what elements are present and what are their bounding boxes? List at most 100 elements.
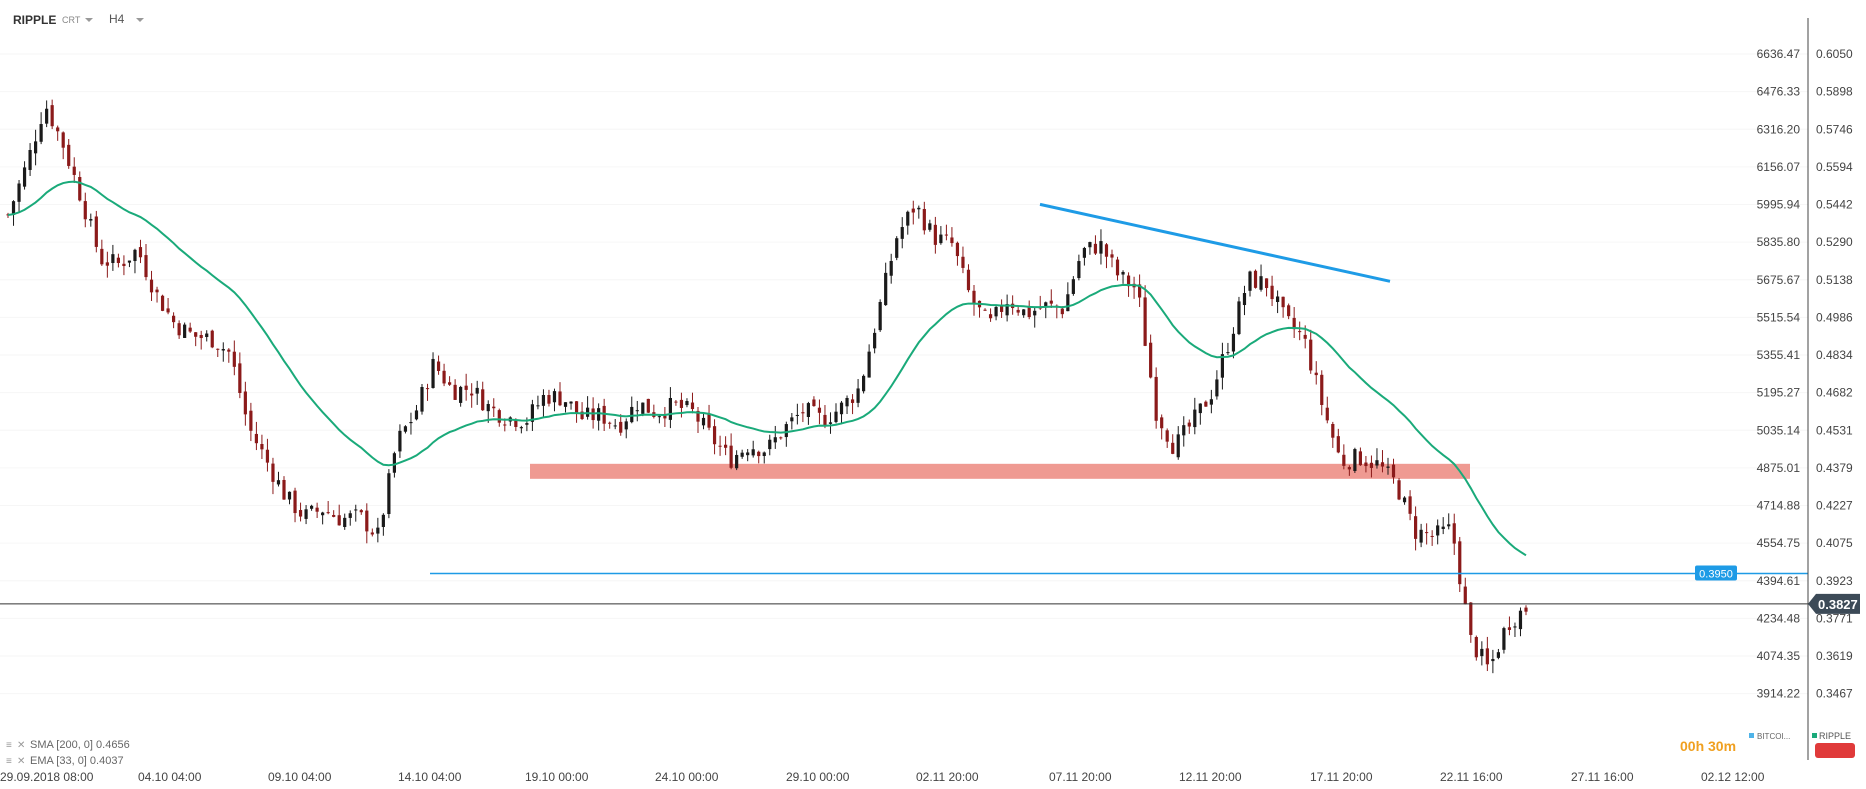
candle-body xyxy=(1209,399,1213,405)
candle-body xyxy=(801,412,805,414)
candle-body xyxy=(939,234,943,244)
candle-body xyxy=(558,391,562,406)
candle-body xyxy=(1066,294,1070,312)
candle-body xyxy=(436,361,441,371)
candle-body xyxy=(216,348,220,350)
support-zone[interactable] xyxy=(530,463,1470,479)
candle-body xyxy=(387,473,391,515)
candle-body xyxy=(994,307,998,317)
candle-body xyxy=(1193,409,1197,428)
settings-icon[interactable]: ≡ xyxy=(6,756,12,767)
candle-body xyxy=(1458,541,1462,585)
candle-body xyxy=(503,424,507,426)
y-tick-label: 5355.41 xyxy=(1757,348,1801,362)
candle-body xyxy=(707,414,711,428)
candle-body xyxy=(541,394,546,406)
candle-body xyxy=(746,452,750,456)
candle-body xyxy=(414,410,419,420)
x-tick-label: 02.11 20:00 xyxy=(916,770,979,784)
candle-body xyxy=(1171,442,1175,454)
x-tick-label: 14.10 04:00 xyxy=(398,770,462,784)
sma-legend[interactable]: SMA [200, 0] 0.4656 xyxy=(30,739,130,751)
timeframe-selector[interactable]: H4 xyxy=(109,12,125,26)
series-a-label[interactable]: BITCOI... xyxy=(1757,732,1790,741)
candle-body xyxy=(834,411,838,423)
candle-body xyxy=(878,301,882,331)
candle-body xyxy=(928,223,932,230)
candle-body xyxy=(983,309,987,311)
descending-trendline[interactable] xyxy=(1039,202,1391,283)
candle-body xyxy=(183,324,187,338)
current-price-label: 0.3827 xyxy=(1818,597,1858,612)
candle-body xyxy=(409,422,413,424)
candle-body xyxy=(685,401,689,406)
y-tick-label: 3914.22 xyxy=(1757,687,1801,701)
candle-body xyxy=(1281,296,1285,308)
close-icon[interactable]: ✕ xyxy=(17,740,25,751)
candle-body xyxy=(293,490,297,514)
candle-body xyxy=(597,408,601,421)
candle-body xyxy=(619,421,623,433)
candle-body xyxy=(536,405,540,407)
candle-body xyxy=(365,510,369,532)
candle-body xyxy=(1000,306,1004,312)
candle-body xyxy=(751,449,755,456)
candle-body xyxy=(525,423,529,425)
candle-body xyxy=(1237,301,1241,335)
candle-body xyxy=(1513,626,1517,628)
y-tick-label: 5675.67 xyxy=(1757,273,1801,287)
candle-body xyxy=(790,417,794,422)
candle-body xyxy=(1033,310,1037,316)
instrument-type-label[interactable]: CRT xyxy=(62,15,81,25)
ema-legend[interactable]: EMA [33, 0] 0.4037 xyxy=(30,755,124,767)
candle-body xyxy=(376,527,380,534)
candle-body xyxy=(668,397,672,420)
y-tick-label: 6156.07 xyxy=(1757,160,1801,174)
y-tick-label: 0.5594 xyxy=(1816,160,1853,174)
candle-body xyxy=(724,444,728,448)
candle-body xyxy=(674,401,678,403)
candle-body xyxy=(696,410,700,422)
x-tick-label: 27.11 16:00 xyxy=(1571,770,1634,784)
symbol-title[interactable]: RIPPLE xyxy=(13,13,56,27)
candle-body xyxy=(1022,309,1026,316)
candle-body xyxy=(1369,462,1374,468)
candle-body xyxy=(828,422,833,424)
candle-body xyxy=(806,403,810,418)
candle-body xyxy=(166,308,170,313)
candle-body xyxy=(1463,586,1467,605)
candle-body xyxy=(45,108,49,124)
candle-body xyxy=(1060,308,1064,315)
candle-body xyxy=(657,416,661,418)
candle-body xyxy=(486,404,490,412)
candle-body xyxy=(1154,376,1158,421)
series-b-badge[interactable] xyxy=(1815,743,1855,758)
chevron-down-icon[interactable] xyxy=(136,18,144,22)
candle-body xyxy=(712,426,717,445)
candle-body xyxy=(701,417,706,426)
chevron-down-icon[interactable] xyxy=(85,18,93,22)
candle-body xyxy=(817,407,822,413)
y-tick-label: 0.4531 xyxy=(1816,423,1853,437)
candle-body xyxy=(1386,466,1390,468)
candle-body xyxy=(1215,379,1219,397)
settings-icon[interactable]: ≡ xyxy=(6,740,12,751)
candle-body xyxy=(227,349,231,352)
y-tick-label: 0.4379 xyxy=(1816,461,1853,475)
candle-body xyxy=(1397,480,1401,500)
series-b-label[interactable]: RIPPLE xyxy=(1819,731,1851,741)
candle-body xyxy=(155,289,159,293)
candle-body xyxy=(298,510,303,517)
candle-body xyxy=(1507,627,1512,630)
candle-body xyxy=(845,397,849,407)
candle-body xyxy=(287,491,292,500)
close-icon[interactable]: ✕ xyxy=(17,756,25,767)
y-tick-label: 4394.61 xyxy=(1757,574,1801,588)
candle-body xyxy=(1469,602,1473,635)
y-tick-label: 5995.94 xyxy=(1757,198,1801,212)
candle-body xyxy=(22,167,27,187)
candle-body xyxy=(884,272,888,306)
candle-body xyxy=(17,183,21,202)
candle-body xyxy=(1447,524,1451,527)
